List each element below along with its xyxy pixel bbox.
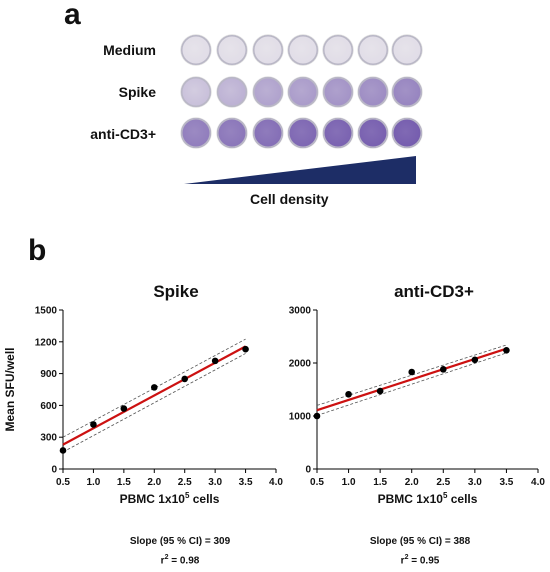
data-point [211, 357, 219, 365]
fit-line [316, 347, 507, 412]
y-tick-label: 1200 [35, 337, 58, 348]
well-2-1 [217, 118, 247, 148]
y-tick-label: 0 [51, 465, 57, 476]
y-axis-label: Mean SFU/well [3, 347, 17, 431]
well-0-1 [217, 35, 247, 65]
ci-upper-line [62, 338, 246, 438]
well-2-5 [358, 118, 388, 148]
x-tick-label: 2.5 [436, 477, 450, 488]
well-2-0 [181, 118, 211, 148]
well-1-6 [392, 77, 422, 107]
anti-cd3-r2-text: r2 = 0.95 [400, 554, 440, 567]
x-tick-label: 2.5 [178, 477, 192, 488]
anti-cd3-slope-text: Slope (95 % CI) = 388 [369, 536, 471, 547]
y-tick-label: 1500 [35, 306, 58, 317]
x-tick-label: 4.0 [269, 477, 283, 488]
well-1-5 [358, 77, 388, 107]
cell-density-label: Cell density [250, 191, 329, 207]
x-tick-label: 2.0 [405, 477, 419, 488]
x-tick-label: 1.5 [373, 477, 387, 488]
x-tick-label: 3.5 [499, 477, 513, 488]
data-point [150, 384, 158, 391]
well-2-4 [323, 118, 353, 148]
well-0-5 [358, 35, 388, 65]
spike-r2-text: r2 = 0.98 [160, 554, 200, 567]
well-0-3 [288, 35, 318, 65]
well-0-4 [323, 35, 353, 65]
well-grid [0, 0, 550, 170]
cell-density-wedge [184, 156, 416, 184]
x-tick-label: 3.0 [208, 477, 222, 488]
y-tick-label: 2000 [289, 359, 312, 370]
anti-cd3-chart: 0 1000 2000 3000 0.5 1.0 1.5 2.0 2.5 3.0 3.5 4.0 PBM… [289, 306, 546, 507]
row-label-anti-cd3: anti-CD3+ [90, 126, 156, 142]
well-1-4 [323, 77, 353, 107]
data-point [376, 387, 384, 395]
y-tick-label: 300 [40, 433, 57, 444]
data-point [345, 390, 352, 398]
ci-lower-line [316, 352, 507, 416]
y-tick-label: 0 [305, 465, 311, 476]
well-1-1 [217, 77, 247, 107]
data-point [90, 421, 97, 428]
well-1-2 [253, 77, 283, 107]
panel-b-letter: b [28, 234, 47, 267]
well-0-0 [181, 35, 211, 65]
y-tick-label: 900 [40, 369, 57, 380]
x-axis-label: PBMC 1x105 cells [120, 491, 220, 506]
data-point [242, 345, 249, 353]
data-point [181, 375, 189, 383]
spike-chart: 0 300 600 900 1200 1500 0.5 1.0 1.5 2.0 2.5 3.0 3.5 4… [3, 306, 283, 507]
well-2-2 [253, 118, 283, 148]
well-1-3 [288, 77, 318, 107]
y-tick-label: 3000 [289, 306, 312, 317]
data-point [408, 368, 416, 376]
x-tick-label: 0.5 [56, 477, 70, 488]
y-tick-label: 600 [40, 401, 57, 412]
chart-title-anti-cd3: anti-CD3+ [394, 282, 474, 301]
well-2-6 [392, 118, 422, 148]
x-tick-label: 3.5 [239, 477, 253, 488]
well-0-2 [253, 35, 283, 65]
row-label-medium: Medium [103, 42, 156, 58]
panel-a-letter: a [64, 0, 81, 31]
data-point [471, 356, 479, 364]
data-point [120, 405, 128, 412]
spike-slope-text: Slope (95 % CI) = 309 [129, 536, 231, 547]
chart-title-spike: Spike [153, 282, 199, 301]
x-axis-label: PBMC 1x105 cells [378, 491, 478, 506]
x-tick-label: 1.0 [342, 477, 356, 488]
data-point [59, 447, 67, 454]
x-tick-label: 4.0 [531, 477, 545, 488]
well-0-6 [392, 35, 422, 65]
x-tick-label: 1.5 [117, 477, 131, 488]
x-tick-label: 0.5 [310, 477, 324, 488]
y-tick-label: 1000 [289, 412, 312, 423]
ci-upper-line [316, 344, 507, 406]
x-tick-label: 2.0 [147, 477, 161, 488]
x-tick-label: 3.0 [468, 477, 482, 488]
ci-lower-line [62, 353, 246, 453]
row-label-spike: Spike [118, 84, 156, 100]
data-point [503, 346, 510, 354]
x-tick-label: 1.0 [86, 477, 100, 488]
data-point [313, 412, 321, 420]
data-point [439, 366, 447, 373]
well-1-0 [181, 77, 211, 107]
well-2-3 [288, 118, 318, 148]
